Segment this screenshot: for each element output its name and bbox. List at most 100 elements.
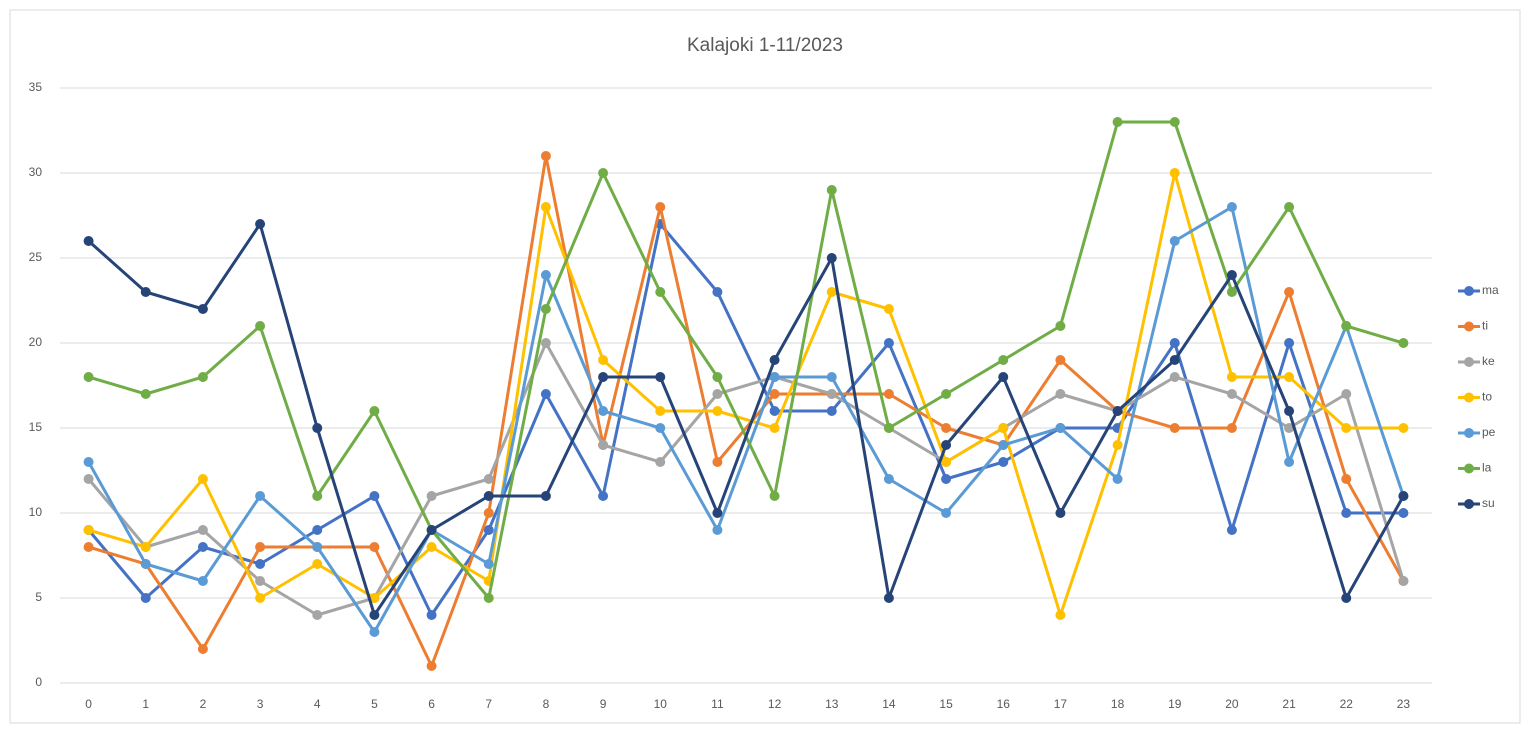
data-point — [83, 542, 94, 552]
data-point — [826, 372, 837, 382]
data-point — [1169, 372, 1180, 382]
data-point — [1055, 508, 1066, 518]
data-point — [312, 559, 323, 569]
x-tick-label: 0 — [85, 697, 92, 711]
data-point — [598, 355, 609, 365]
x-tick-label: 8 — [543, 697, 550, 711]
data-point — [769, 491, 780, 501]
x-tick-label: 21 — [1282, 697, 1296, 711]
data-point — [483, 559, 494, 569]
data-point — [1226, 389, 1237, 399]
data-point — [1169, 236, 1180, 246]
data-point — [655, 372, 666, 382]
data-point — [426, 661, 437, 671]
data-point — [1341, 423, 1352, 433]
legend-label: su — [1482, 496, 1495, 510]
data-point — [255, 576, 266, 586]
data-point — [1284, 457, 1295, 467]
y-tick-label: 10 — [29, 505, 43, 519]
data-point — [1055, 610, 1066, 620]
data-point — [426, 491, 437, 501]
data-point — [483, 525, 494, 535]
data-point — [1284, 338, 1295, 348]
data-point — [255, 542, 266, 552]
data-point — [598, 168, 609, 178]
data-point — [1226, 372, 1237, 382]
x-tick-label: 9 — [600, 697, 607, 711]
series-line — [87, 205, 1405, 634]
data-point — [941, 440, 952, 450]
data-point — [655, 202, 666, 212]
data-point — [1341, 474, 1352, 484]
legend-marker — [1464, 357, 1474, 367]
data-point — [655, 423, 666, 433]
data-point — [1226, 525, 1237, 535]
data-point — [826, 185, 837, 195]
data-point — [1112, 474, 1123, 484]
data-point — [998, 355, 1009, 365]
data-point — [1112, 406, 1123, 416]
data-point — [712, 525, 723, 535]
data-point — [1169, 117, 1180, 127]
data-point — [369, 593, 380, 603]
legend-marker — [1464, 428, 1474, 438]
data-point — [540, 304, 551, 314]
data-point — [941, 457, 952, 467]
x-tick-label: 13 — [825, 697, 839, 711]
data-point — [483, 593, 494, 603]
data-point — [483, 508, 494, 518]
legend-marker — [1464, 463, 1474, 474]
x-tick-label: 17 — [1054, 697, 1068, 711]
y-tick-label: 20 — [29, 335, 43, 349]
series-line — [87, 222, 1405, 617]
data-point — [255, 593, 266, 603]
data-point — [140, 593, 151, 603]
y-tick-label: 30 — [29, 165, 43, 179]
data-point — [1226, 270, 1237, 280]
data-point — [140, 559, 151, 569]
data-point — [369, 542, 380, 552]
data-point — [197, 576, 208, 586]
data-point — [598, 440, 609, 450]
y-tick-label: 35 — [29, 80, 43, 94]
data-point — [1398, 338, 1409, 348]
data-point — [712, 508, 723, 518]
data-point — [712, 457, 723, 467]
data-point — [712, 406, 723, 416]
x-tick-label: 19 — [1168, 697, 1182, 711]
data-point — [826, 287, 837, 297]
x-tick-label: 3 — [257, 697, 264, 711]
data-point — [883, 423, 894, 433]
data-point — [598, 406, 609, 416]
data-point — [426, 542, 437, 552]
data-point — [1398, 423, 1409, 433]
data-point — [197, 644, 208, 654]
data-point — [255, 219, 266, 229]
data-point — [598, 372, 609, 382]
data-point — [140, 542, 151, 552]
legend-label: ti — [1482, 319, 1488, 333]
data-point — [1341, 508, 1352, 518]
data-point — [998, 423, 1009, 433]
data-point — [312, 423, 323, 433]
x-tick-label: 5 — [371, 697, 378, 711]
legend-label: ke — [1482, 354, 1495, 368]
data-point — [83, 474, 94, 484]
data-point — [369, 627, 380, 637]
x-tick-label: 4 — [314, 697, 321, 711]
chart-title: Kalajoki 1-11/2023 — [687, 35, 843, 56]
data-point — [1398, 508, 1409, 518]
data-point — [83, 457, 94, 467]
data-point — [255, 491, 266, 501]
data-point — [1284, 287, 1295, 297]
data-point — [197, 474, 208, 484]
legend-marker — [1464, 392, 1474, 403]
y-tick-label: 15 — [29, 420, 43, 434]
data-point — [826, 389, 837, 399]
data-point — [712, 287, 723, 297]
data-point — [1055, 355, 1066, 365]
data-point — [540, 151, 551, 161]
data-point — [540, 338, 551, 348]
data-point — [1055, 321, 1066, 331]
legend-label: la — [1482, 461, 1492, 475]
